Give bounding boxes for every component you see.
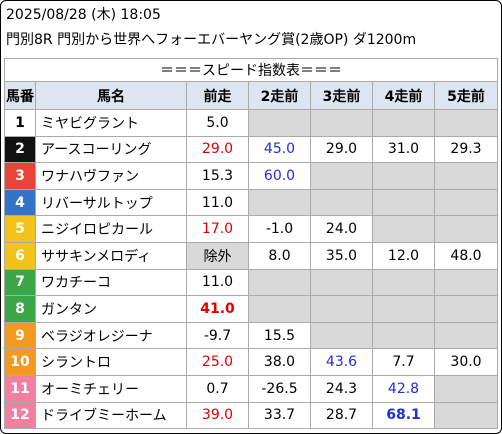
- speed-index: [435, 402, 498, 430]
- race-title: 門別8R 門別から世界へフォーエバーヤング賞(2歳OP) ダ1200m: [6, 32, 417, 48]
- speed-index: 0.7: [187, 376, 249, 403]
- column-header: 3走前: [311, 82, 373, 110]
- speed-index: [373, 163, 435, 190]
- horse-number: 12: [4, 402, 36, 430]
- horse-number: 11: [4, 376, 36, 403]
- speed-index: [249, 296, 311, 323]
- speed-index: 33.7: [249, 402, 311, 430]
- horse-number: 3: [4, 163, 36, 190]
- speed-index: [311, 163, 373, 190]
- speed-index: 24.3: [311, 376, 373, 403]
- speed-index: 60.0: [249, 163, 311, 190]
- speed-index: 17.0: [187, 216, 249, 243]
- speed-index: 7.7: [373, 349, 435, 376]
- speed-index: 5.0: [187, 110, 249, 137]
- speed-index: 35.0: [311, 243, 373, 270]
- speed-index: [311, 189, 373, 217]
- speed-index: [249, 189, 311, 217]
- speed-index: 68.1: [373, 402, 435, 430]
- speed-index: 45.0: [249, 136, 311, 164]
- speed-index: [249, 110, 311, 137]
- horse-number: 8: [4, 296, 36, 323]
- speed-index: [435, 376, 498, 403]
- speed-index: 28.7: [311, 402, 373, 430]
- horse-name: リバーサルトップ: [36, 189, 187, 217]
- speed-index: [435, 163, 498, 190]
- speed-index: 24.0: [311, 216, 373, 243]
- speed-index: [249, 269, 311, 297]
- speed-index: [373, 216, 435, 243]
- speed-index: 15.3: [187, 163, 249, 190]
- speed-index: 39.0: [187, 402, 249, 430]
- speed-index: 31.0: [373, 136, 435, 164]
- horse-name: オーミチェリー: [36, 376, 187, 403]
- horse-name: ミヤビグラント: [36, 110, 187, 137]
- column-header: 前走: [187, 82, 249, 110]
- speed-index: [311, 110, 373, 137]
- horse-name: ワカチーコ: [36, 269, 187, 297]
- horse-name: ドライブミーホーム: [36, 402, 187, 430]
- speed-index: 42.8: [373, 376, 435, 403]
- horse-number: 7: [4, 269, 36, 297]
- speed-index: [435, 269, 498, 297]
- speed-index: 8.0: [249, 243, 311, 270]
- horse-name: アースコーリング: [36, 136, 187, 164]
- horse-number: 4: [4, 189, 36, 217]
- speed-index: [435, 296, 498, 323]
- speed-index: [435, 189, 498, 217]
- speed-index: 30.0: [435, 349, 498, 376]
- horse-number: 9: [4, 322, 36, 350]
- speed-index: 38.0: [249, 349, 311, 376]
- column-header: 5走前: [435, 82, 498, 110]
- speed-index: 除外: [187, 243, 249, 270]
- speed-index: 41.0: [187, 296, 249, 323]
- speed-index: [435, 216, 498, 243]
- speed-index: -9.7: [187, 322, 249, 350]
- speed-index: [373, 296, 435, 323]
- horse-number: 1: [4, 110, 36, 137]
- speed-index: [373, 322, 435, 350]
- speed-index: 29.0: [187, 136, 249, 164]
- horse-name: ベラジオレジーナ: [36, 322, 187, 350]
- speed-index: [373, 110, 435, 137]
- horse-number: 10: [4, 349, 36, 376]
- table-title: ＝＝＝スピード指数表＝＝＝: [4, 58, 498, 82]
- horse-number: 5: [4, 216, 36, 243]
- speed-index: -26.5: [249, 376, 311, 403]
- datetime: 2025/08/28 (木) 18:05: [6, 7, 161, 23]
- horse-name: ニジイロピカール: [36, 216, 187, 243]
- column-header: 4走前: [373, 82, 435, 110]
- speed-index: [373, 189, 435, 217]
- speed-index: 48.0: [435, 243, 498, 270]
- column-header: 2走前: [249, 82, 311, 110]
- speed-index: 11.0: [187, 269, 249, 297]
- horse-name: ガンタン: [36, 296, 187, 323]
- speed-index: [373, 269, 435, 297]
- speed-index: 43.6: [311, 349, 373, 376]
- horse-name: シラントロ: [36, 349, 187, 376]
- speed-index: [435, 110, 498, 137]
- speed-index: 29.3: [435, 136, 498, 164]
- speed-index: 11.0: [187, 189, 249, 217]
- column-header: 馬名: [36, 82, 187, 110]
- speed-index: [311, 296, 373, 323]
- horse-number: 2: [4, 136, 36, 164]
- speed-index: [311, 269, 373, 297]
- speed-index: 25.0: [187, 349, 249, 376]
- speed-index: [435, 322, 498, 350]
- horse-name: ササキンメロディ: [36, 243, 187, 270]
- column-header: 馬番: [4, 82, 36, 110]
- horse-name: ワナハヴファン: [36, 163, 187, 190]
- speed-index: [311, 322, 373, 350]
- speed-index: 15.5: [249, 322, 311, 350]
- speed-index: 29.0: [311, 136, 373, 164]
- horse-number: 6: [4, 243, 36, 270]
- speed-index: -1.0: [249, 216, 311, 243]
- speed-index: 12.0: [373, 243, 435, 270]
